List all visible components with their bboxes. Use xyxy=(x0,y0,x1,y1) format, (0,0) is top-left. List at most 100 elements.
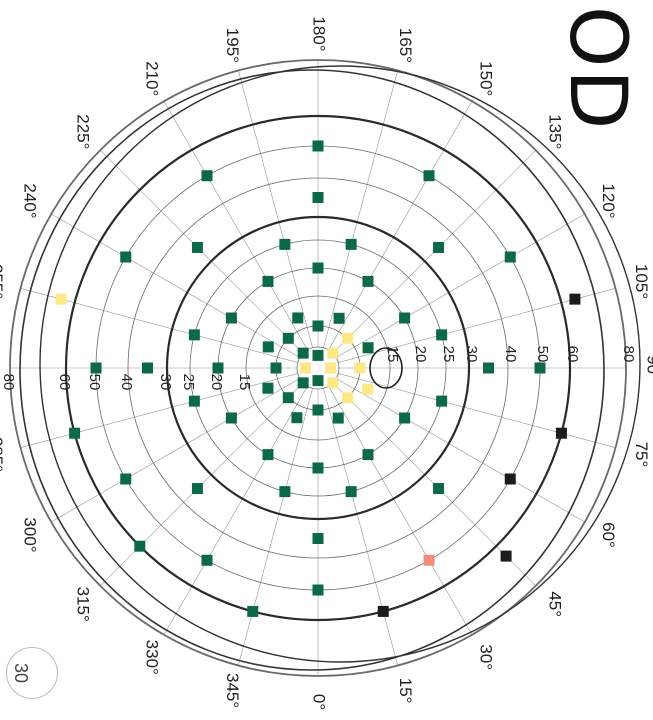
test-point-normal xyxy=(399,312,411,324)
test-point-normal xyxy=(297,347,309,359)
eccentricity-ring xyxy=(296,346,340,390)
angle-label: 330° xyxy=(143,640,162,675)
test-point-normal xyxy=(225,312,237,324)
test-point-normal xyxy=(362,342,374,354)
test-point-normal xyxy=(312,462,324,474)
test-point-normal xyxy=(297,377,309,389)
page-number-badge: 30 xyxy=(6,647,58,699)
eye-label: OD xyxy=(552,6,642,156)
test-point-absolute xyxy=(555,427,567,439)
test-point-normal xyxy=(312,349,324,361)
test-point-moderate xyxy=(423,554,435,566)
radial-spoke xyxy=(328,386,473,635)
radial-spoke xyxy=(163,386,308,635)
test-point-absolute xyxy=(500,550,512,562)
test-point-normal xyxy=(262,275,274,287)
angle-label: 300° xyxy=(20,517,39,552)
test-point-mild xyxy=(327,377,339,389)
radius-label: 30 xyxy=(157,374,174,391)
radius-label: 60 xyxy=(564,346,581,363)
test-point-normal xyxy=(225,412,237,424)
eccentricity-ring xyxy=(9,59,627,677)
test-point-normal xyxy=(333,312,345,324)
test-point-mild xyxy=(327,347,339,359)
test-point-normal xyxy=(312,533,324,544)
test-point-normal xyxy=(312,375,324,387)
radial-spoke xyxy=(163,101,308,350)
radial-spoke xyxy=(237,388,313,666)
field-limit-curve xyxy=(19,69,605,671)
test-point-normal xyxy=(282,332,294,344)
eccentricity-ring xyxy=(165,215,471,521)
radius-label: 50 xyxy=(534,346,551,363)
radius-label: 15 xyxy=(384,346,401,363)
test-point-mild xyxy=(325,362,337,374)
radius-label: 20 xyxy=(208,374,225,391)
radial-spoke xyxy=(338,287,616,363)
angle-label: 210° xyxy=(143,61,162,96)
test-point-normal xyxy=(362,275,374,287)
test-point-mild xyxy=(55,293,67,305)
radius-label: 60 xyxy=(56,374,73,391)
radial-spoke xyxy=(237,70,313,348)
eccentricity-ring xyxy=(189,239,447,497)
angle-label: 225° xyxy=(73,114,92,149)
test-point-normal xyxy=(433,483,445,495)
test-point-mild xyxy=(299,362,311,374)
test-point-normal xyxy=(312,140,324,152)
radius-label: 20 xyxy=(412,346,429,363)
test-point-normal xyxy=(312,584,324,596)
test-point-mild xyxy=(362,383,374,395)
angle-label: 120° xyxy=(599,183,618,218)
test-point-normal xyxy=(262,449,274,461)
radius-label: 30 xyxy=(463,346,480,363)
radius-label: 50 xyxy=(86,374,103,391)
radial-spoke xyxy=(338,373,616,449)
test-point-normal xyxy=(201,170,213,182)
radius-label: 15 xyxy=(236,374,253,391)
angle-label: 30° xyxy=(477,644,496,670)
test-point-normal xyxy=(312,320,324,332)
test-point-normal xyxy=(90,362,102,374)
radial-spoke xyxy=(336,378,585,523)
test-point-normal xyxy=(69,427,81,439)
radial-spoke xyxy=(323,388,399,666)
radius-label: 25 xyxy=(180,374,197,391)
test-point-normal xyxy=(292,312,304,324)
test-point-normal xyxy=(134,540,146,552)
angle-label: 345° xyxy=(223,673,242,708)
test-point-normal xyxy=(504,251,516,263)
test-point-normal xyxy=(312,192,324,203)
test-point-normal xyxy=(312,262,324,274)
angle-label: 150° xyxy=(477,61,496,96)
test-point-normal xyxy=(142,362,153,374)
angle-label: 75° xyxy=(632,442,651,468)
test-point-normal xyxy=(345,238,357,250)
angle-label: 315° xyxy=(73,587,92,622)
test-point-normal xyxy=(212,362,224,374)
radius-label: 40 xyxy=(118,374,135,391)
radial-spoke xyxy=(20,373,298,449)
test-point-normal xyxy=(332,412,344,424)
angle-label: 180° xyxy=(310,16,329,51)
radial-spoke xyxy=(20,287,298,363)
test-point-normal xyxy=(362,449,374,461)
page-number-text: 30 xyxy=(11,663,31,684)
radial-spoke xyxy=(323,70,399,348)
eccentricity-ring xyxy=(245,295,391,441)
radial-spoke xyxy=(336,213,585,358)
test-point-normal xyxy=(270,362,282,374)
test-point-normal xyxy=(279,238,291,250)
angle-label: 45° xyxy=(546,591,565,617)
test-point-mild xyxy=(354,362,366,374)
test-point-normal xyxy=(433,241,445,253)
test-point-normal xyxy=(423,170,435,182)
test-point-normal xyxy=(291,412,303,424)
eccentricity-ring xyxy=(127,177,509,559)
test-point-normal xyxy=(436,395,448,407)
eye-label-text: OD xyxy=(552,6,642,132)
angle-label: 285° xyxy=(0,437,6,472)
test-point-normal xyxy=(312,404,324,416)
radius-label: 40 xyxy=(502,346,519,363)
